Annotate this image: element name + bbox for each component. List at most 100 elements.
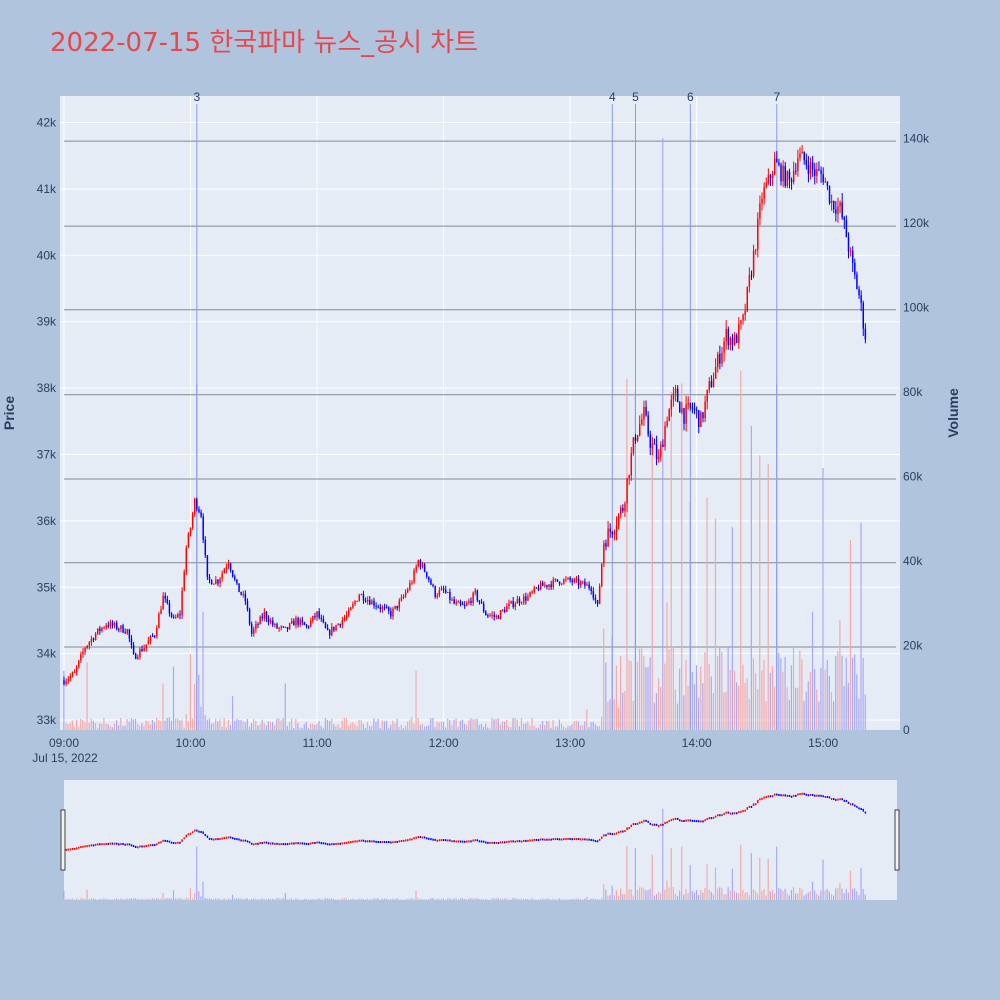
mini-candle <box>647 820 649 823</box>
range-slider[interactable] <box>60 780 900 900</box>
mini-volume-bar <box>586 896 588 900</box>
volume-bar <box>295 719 297 730</box>
mini-volume-bar <box>598 899 601 900</box>
news-marker-label[interactable]: 3 <box>194 90 201 104</box>
mini-candle <box>166 840 169 843</box>
volume-bar <box>257 725 259 730</box>
volume-bar <box>485 723 487 730</box>
mini-volume-bar <box>691 891 693 900</box>
candle-body <box>103 627 105 629</box>
mini-volume-bar <box>345 898 348 900</box>
mini-candle <box>124 843 126 846</box>
candle-body <box>647 415 649 435</box>
candle-body <box>225 566 228 570</box>
mini-candle <box>468 840 470 843</box>
volume-bar <box>455 718 457 730</box>
mini-candle <box>343 842 346 845</box>
volume-bar <box>307 728 310 730</box>
mini-volume-bar <box>809 891 811 900</box>
mini-candle <box>126 843 129 846</box>
mini-candle <box>206 835 209 838</box>
volume-bar <box>219 719 221 730</box>
volume-bar <box>763 659 765 730</box>
mini-volume-bar <box>347 899 350 900</box>
mini-candle <box>552 838 554 841</box>
candle-body <box>124 632 126 634</box>
mini-candle <box>257 842 259 845</box>
mini-candle <box>94 843 97 846</box>
candle-body <box>191 514 194 528</box>
range-slider-handle-right[interactable] <box>894 809 900 871</box>
volume-bar <box>398 726 400 730</box>
volume-bar <box>331 718 333 730</box>
time-tick-label: 15:00 <box>808 736 838 750</box>
mini-candle <box>837 798 839 801</box>
volume-bar <box>261 719 263 730</box>
volume-bar <box>729 669 731 730</box>
mini-volume-bar <box>687 893 689 900</box>
mini-candle <box>65 848 67 851</box>
news-marker-label[interactable]: 6 <box>687 90 694 104</box>
mini-candle <box>451 840 453 843</box>
mini-candle <box>712 816 715 819</box>
volume-bar <box>80 718 82 730</box>
volume-bar <box>444 727 447 730</box>
volume-bar <box>514 717 516 730</box>
volume-bar <box>151 719 154 730</box>
candle-body <box>784 165 786 186</box>
volume-bar <box>255 720 257 730</box>
candle-body <box>284 626 287 628</box>
mini-volume-bar <box>343 898 345 900</box>
news-marker-label[interactable]: 5 <box>632 90 639 104</box>
volume-bar <box>849 539 852 730</box>
candle-body <box>234 576 236 580</box>
volume-bar <box>735 682 738 730</box>
mini-candle <box>238 838 240 841</box>
volume-bar <box>676 703 679 730</box>
candle-body <box>529 592 531 597</box>
volume-bar <box>407 721 409 730</box>
candle-body <box>151 635 154 637</box>
mini-candle <box>571 838 573 841</box>
news-marker-label[interactable]: 7 <box>773 90 780 104</box>
candle-body <box>485 611 487 616</box>
volume-bar <box>274 725 276 730</box>
mini-candle <box>731 812 734 815</box>
mini-candle <box>807 794 810 797</box>
news-marker-label[interactable]: 4 <box>609 90 616 104</box>
mini-candle <box>710 817 713 820</box>
mini-volume-bar <box>385 898 388 900</box>
candle-body <box>546 584 548 587</box>
candle-body <box>522 596 525 603</box>
candle-body <box>592 590 595 598</box>
candle-body <box>164 595 166 599</box>
range-slider-handle-left[interactable] <box>60 809 66 871</box>
mini-volume-bar <box>274 899 276 900</box>
volume-bar <box>765 701 767 730</box>
candle-body <box>147 640 150 645</box>
mini-candle <box>522 839 525 842</box>
candle-body <box>78 660 80 667</box>
mini-candle <box>463 840 466 843</box>
volume-bar <box>381 720 383 730</box>
mini-volume-bar <box>118 899 120 900</box>
volume-bar <box>799 650 801 730</box>
candle-body <box>371 600 373 605</box>
volume-bar <box>858 698 860 730</box>
volume-bar <box>432 717 434 730</box>
mini-volume-bar <box>103 898 105 900</box>
candle-body <box>702 412 704 419</box>
mini-volume-bar <box>647 890 649 900</box>
mini-volume-bar <box>754 891 757 900</box>
candle-body <box>396 605 398 609</box>
candle-body <box>541 582 544 587</box>
mini-candle <box>832 798 835 801</box>
volume-bar <box>769 672 771 730</box>
news-markers[interactable]: 3 4 5 6 7 <box>194 90 781 730</box>
mini-candle <box>200 830 202 833</box>
volume-bar <box>187 721 189 730</box>
volume-bars <box>63 138 866 730</box>
mini-volume-bar <box>394 898 396 900</box>
candle-body <box>501 609 504 611</box>
